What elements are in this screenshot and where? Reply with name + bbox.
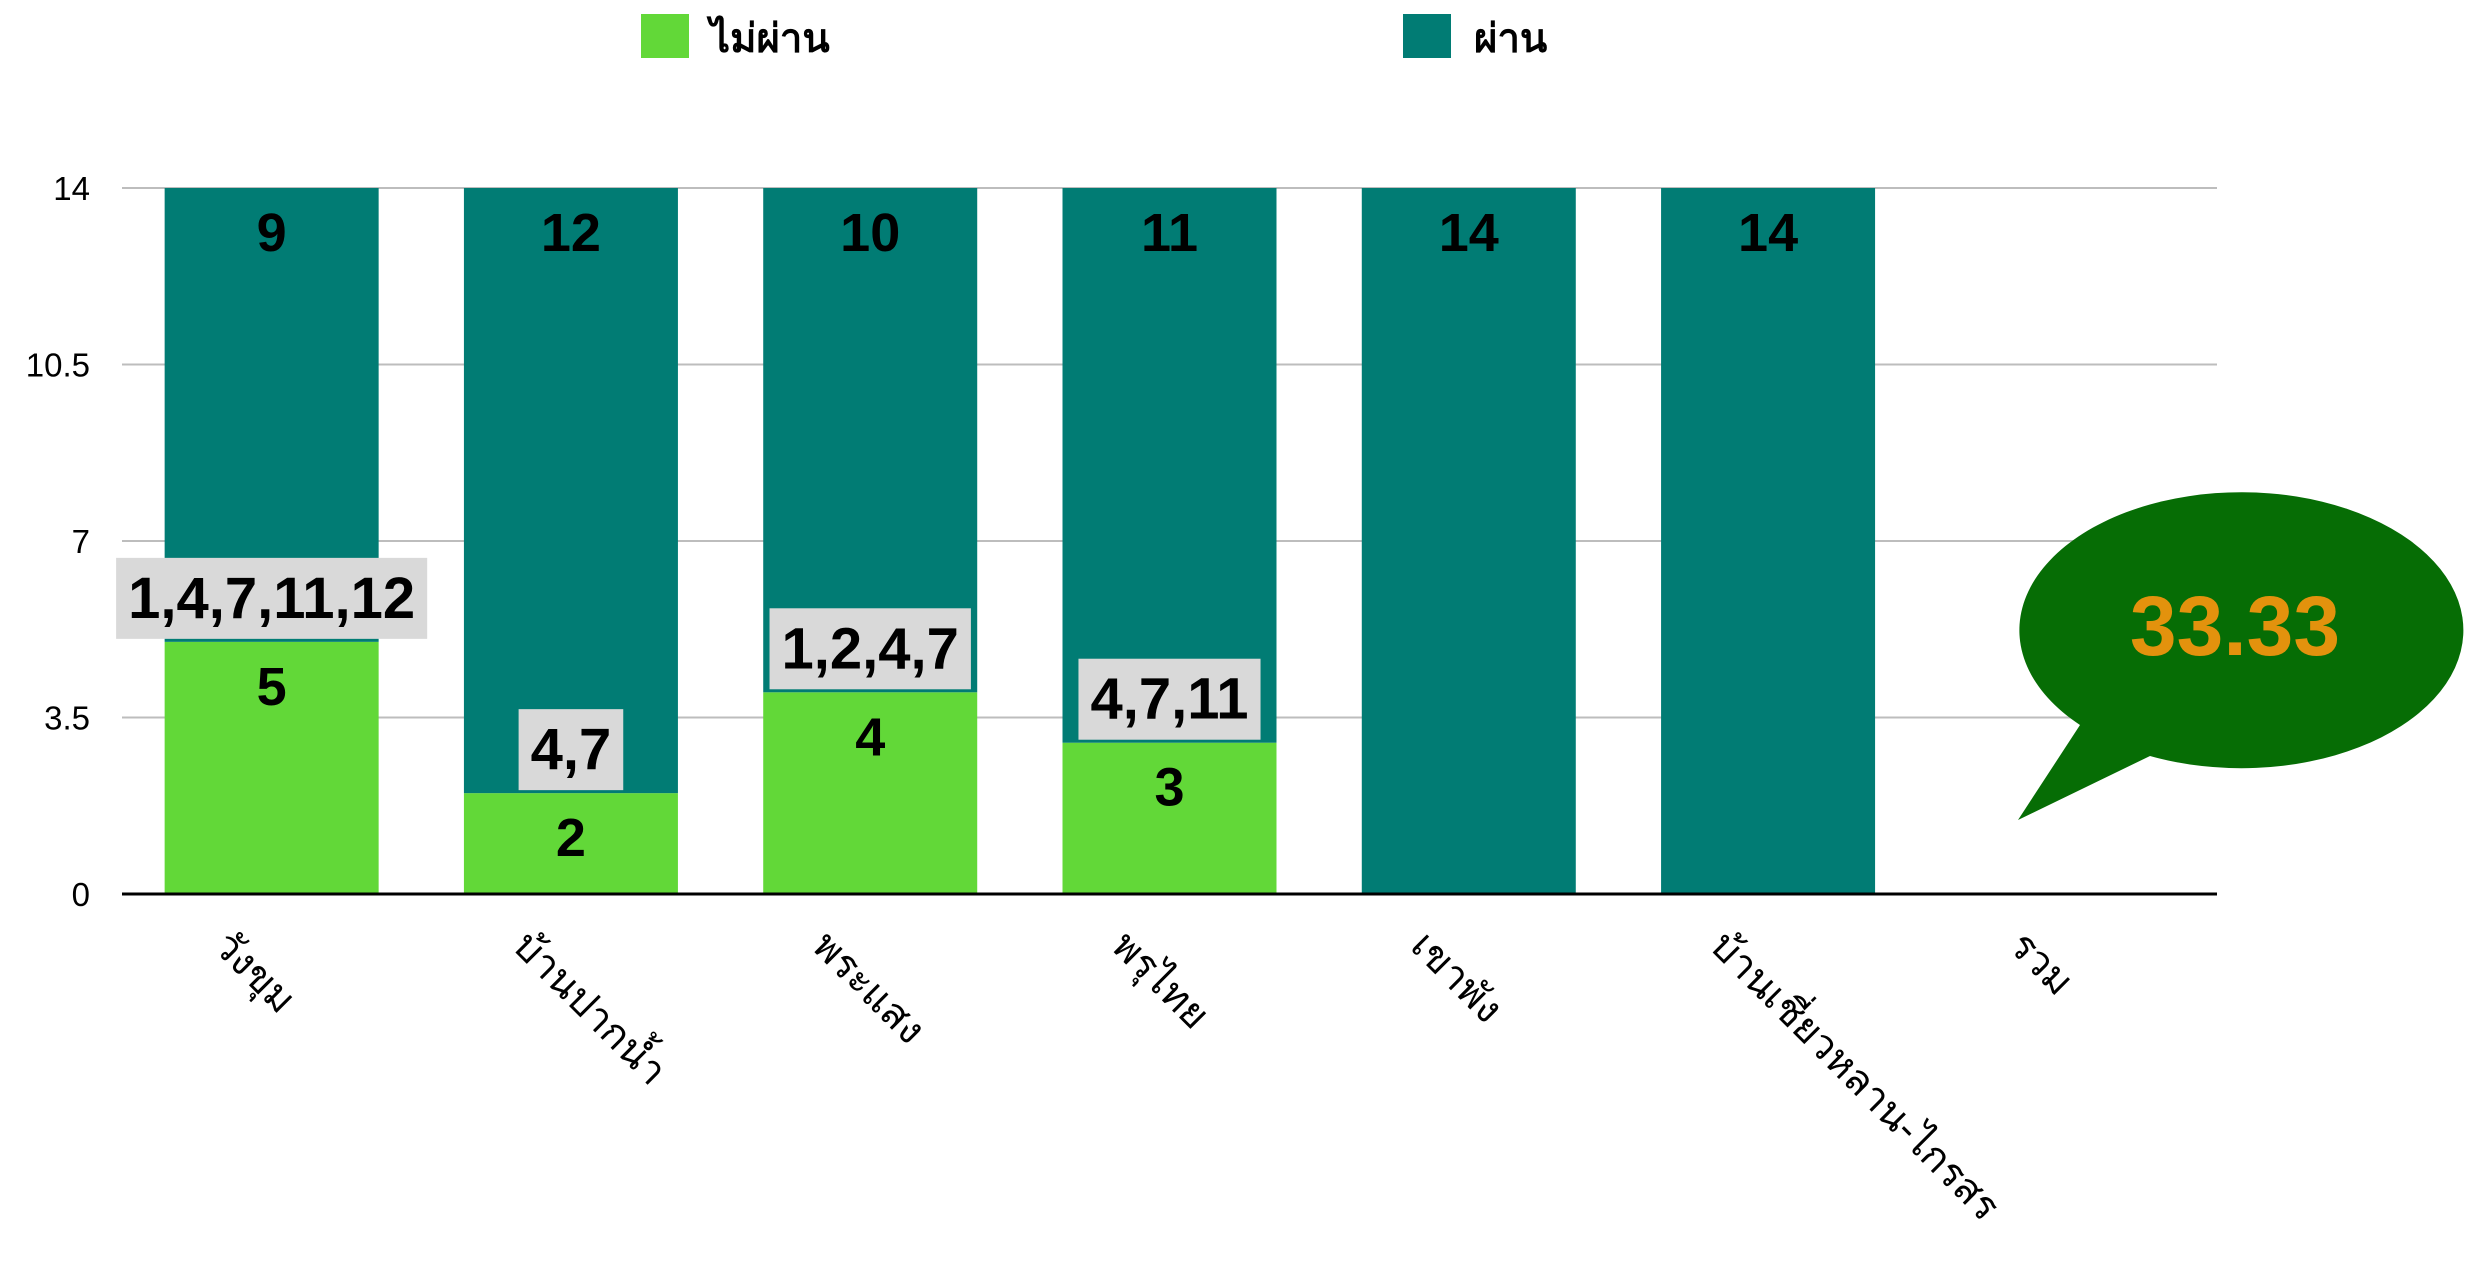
y-tick-label: 7	[72, 523, 90, 560]
bar-pass	[1062, 188, 1277, 743]
category-label: รวม	[2000, 923, 2082, 1005]
category-label: บ้านเชี่ยวหลาน-ไกรสร	[1701, 919, 2012, 1230]
bars	[164, 188, 1876, 894]
failed-items-label: 1,4,7,11,12	[116, 557, 428, 639]
bar-pass	[1661, 188, 1876, 894]
bar-fail	[164, 641, 379, 894]
value-label-pass: 10	[840, 203, 900, 263]
bar-fail	[763, 692, 978, 894]
y-tick-label: 14	[53, 170, 90, 207]
value-label-pass: 9	[257, 203, 287, 263]
legend-label-fail: ไม่ผ่าน	[706, 15, 830, 62]
failed-items-text: 4,7,11	[1090, 667, 1248, 732]
failed-items-label: 4,7	[518, 709, 624, 791]
legend-item-fail: ไม่ผ่าน	[641, 14, 830, 62]
value-label-pass: 14	[1439, 203, 1499, 263]
category-label: พระแสง	[803, 923, 934, 1054]
bar-fail	[1062, 742, 1277, 894]
failed-items-text: 1,2,4,7	[782, 616, 959, 681]
legend-label-pass: ผ่าน	[1474, 16, 1547, 62]
total-callout-bubble: 33.33	[2018, 492, 2464, 820]
y-tick-label: 10.5	[26, 347, 90, 384]
failed-items-text: 4,7	[531, 717, 612, 782]
bar-pass	[463, 188, 678, 794]
value-label-fail: 3	[1154, 758, 1184, 818]
category-label: บ้านปากน้ำ	[504, 918, 681, 1095]
legend-item-pass: ผ่าน	[1403, 14, 1547, 62]
bar-fail	[463, 793, 678, 894]
failed-items-box	[1078, 658, 1261, 740]
legend-swatch-pass	[1403, 14, 1451, 58]
failed-items-box	[769, 608, 971, 690]
failed-item-labels: 1,4,7,11,12 4,7 1,2,4,7 4,7,11	[116, 557, 1261, 791]
legend-swatch-fail	[641, 14, 689, 58]
value-labels: 9 5 12 2 10 4 11 3 14 14	[257, 203, 1798, 868]
failed-items-label: 1,2,4,7	[769, 608, 971, 690]
value-label-pass: 14	[1738, 203, 1798, 263]
failed-items-box	[116, 557, 428, 639]
failed-items-text: 1,4,7,11,12	[128, 566, 415, 631]
callout-bubble-shape	[2018, 492, 2464, 820]
category-labels: วังขุม บ้านปากน้ำ พระแสง พรุไทย เขาพัง บ้านเช…	[204, 918, 2083, 1230]
value-label-fail: 2	[556, 808, 586, 868]
callout-value: 33.33	[2130, 579, 2340, 673]
value-label-pass: 12	[541, 203, 601, 263]
y-tick-label: 0	[72, 876, 90, 913]
category-label: วังขุม	[204, 923, 305, 1024]
y-tick-label: 3.5	[44, 700, 90, 737]
category-label: พรุไทย	[1102, 923, 1219, 1040]
bar-pass	[1361, 188, 1576, 894]
value-label-pass: 11	[1141, 203, 1198, 263]
legend: ไม่ผ่าน ผ่าน	[641, 14, 1547, 62]
value-label-fail: 4	[855, 707, 885, 767]
failed-items-label: 4,7,11	[1078, 658, 1261, 740]
value-label-fail: 5	[257, 657, 287, 717]
failed-items-box	[518, 709, 624, 791]
bar-pass	[763, 188, 978, 693]
category-label: เขาพัง	[1402, 923, 1512, 1033]
y-axis-ticks: 0 3.5 7 10.5 14	[26, 170, 90, 913]
